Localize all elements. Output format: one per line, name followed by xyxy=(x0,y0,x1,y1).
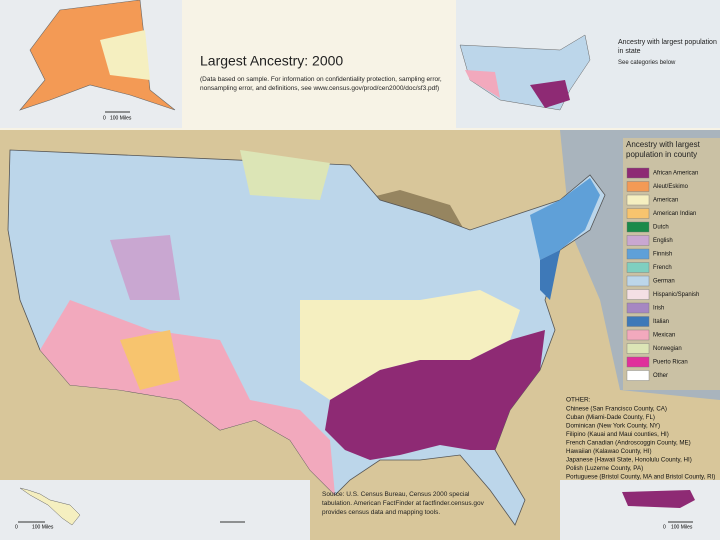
legend-label: Dutch xyxy=(653,225,669,231)
state-inset-label: Ancestry with largest population in stat… xyxy=(618,39,717,66)
scale-label: 0 xyxy=(103,115,106,121)
other-item: Dominican (New York County, NY) xyxy=(566,423,660,430)
hawaii xyxy=(19,487,81,526)
scale-label: 100 Miles xyxy=(110,115,132,121)
state-inset-title: Ancestry with largest population in stat… xyxy=(618,39,717,55)
legend-label: Mexican xyxy=(653,333,675,339)
legend-swatch xyxy=(626,302,650,314)
state-southwest xyxy=(465,70,500,98)
region-english xyxy=(110,235,180,300)
legend-swatch xyxy=(626,248,650,260)
source: Source: U.S. Census Bureau, Census 2000 … xyxy=(322,491,484,516)
legend-label: American xyxy=(653,198,678,204)
other-item: Portuguese (Bristol County, MA and Brist… xyxy=(566,474,715,481)
scale-label: 100 Miles xyxy=(671,524,693,530)
legend-label: French xyxy=(653,265,672,271)
legend-label: Puerto Rican xyxy=(653,360,688,366)
title: Largest Ancestry: 2000 xyxy=(200,53,343,69)
note: (Data based on sample. For information o… xyxy=(200,76,442,92)
other-item: Chinese (San Francisco County, CA) xyxy=(566,406,667,413)
legend-swatch xyxy=(626,221,650,233)
legend-swatch xyxy=(626,262,650,273)
alaska-american xyxy=(100,30,150,80)
legend-label: American Indian xyxy=(653,211,696,217)
legend-title: Ancestry with largest population in coun… xyxy=(626,140,700,159)
region-norwegian xyxy=(240,150,330,200)
region-italian xyxy=(540,250,560,300)
legend-swatch xyxy=(626,167,650,179)
other-item: Polish (Luzerne County, PA) xyxy=(566,465,643,472)
legend-label: German xyxy=(653,279,675,285)
legend-label: Finnish xyxy=(653,252,672,258)
legend-swatch xyxy=(626,235,650,246)
legend-label: English xyxy=(653,238,673,244)
other-item: Cuban (Miami-Dade County, FL) xyxy=(566,414,655,421)
other-item: Hawaiian (Kalawao County, HI) xyxy=(566,448,652,455)
scale-label: 0 xyxy=(15,524,18,530)
hawaii-inset xyxy=(0,480,180,540)
legend-swatch xyxy=(626,316,650,327)
legend-swatch xyxy=(626,370,650,381)
region-mexican xyxy=(40,300,335,495)
other-item: Filipino (Kauai and Maui counties, HI) xyxy=(566,431,669,438)
legend-swatch xyxy=(626,194,650,206)
legend-swatch xyxy=(626,208,650,219)
state-inset-subtitle: See categories below xyxy=(618,60,676,66)
legend-label: African American xyxy=(653,171,698,177)
legend-title-box: Ancestry with largest population in coun… xyxy=(626,140,700,159)
scale-label: 0 xyxy=(663,524,666,530)
legend-label: Aleut/Eskimo xyxy=(653,184,689,190)
puerto-rico-inset xyxy=(560,480,720,540)
other-item: French Canadian (Androscoggin County, ME… xyxy=(566,440,691,447)
legend-swatch xyxy=(626,343,650,354)
legend-label: Hispanic/Spanish xyxy=(653,292,699,298)
legend-swatch xyxy=(626,289,650,300)
legend-swatch xyxy=(626,181,650,192)
legend: African American Aleut/Eskimo American Amer… xyxy=(626,167,699,381)
puerto-rico xyxy=(622,490,695,508)
inset-extra xyxy=(180,480,310,540)
other-title: OTHER: xyxy=(566,397,591,404)
region-american xyxy=(300,290,520,400)
other-list: Chinese (San Francisco County, CA)Cuban … xyxy=(566,406,715,481)
scale-label: 100 Miles xyxy=(32,524,54,530)
legend-label: Norwegian xyxy=(653,346,682,352)
legend-swatch xyxy=(626,356,650,368)
legend-label: Other xyxy=(653,373,668,379)
state-south xyxy=(530,80,570,108)
legend-label: Italian xyxy=(653,319,669,325)
source-box: Source: U.S. Census Bureau, Census 2000 … xyxy=(322,491,484,516)
legend-swatch xyxy=(626,275,650,287)
region-northeast xyxy=(530,178,600,260)
note-box: (Data based on sample. For information o… xyxy=(200,76,442,92)
region-american-indian xyxy=(120,330,180,390)
other-item: Japanese (Hawaii State, Honolulu County,… xyxy=(566,457,692,464)
legend-label: Irish xyxy=(653,306,664,312)
legend-swatch xyxy=(626,329,650,341)
region-african-american xyxy=(325,330,545,460)
